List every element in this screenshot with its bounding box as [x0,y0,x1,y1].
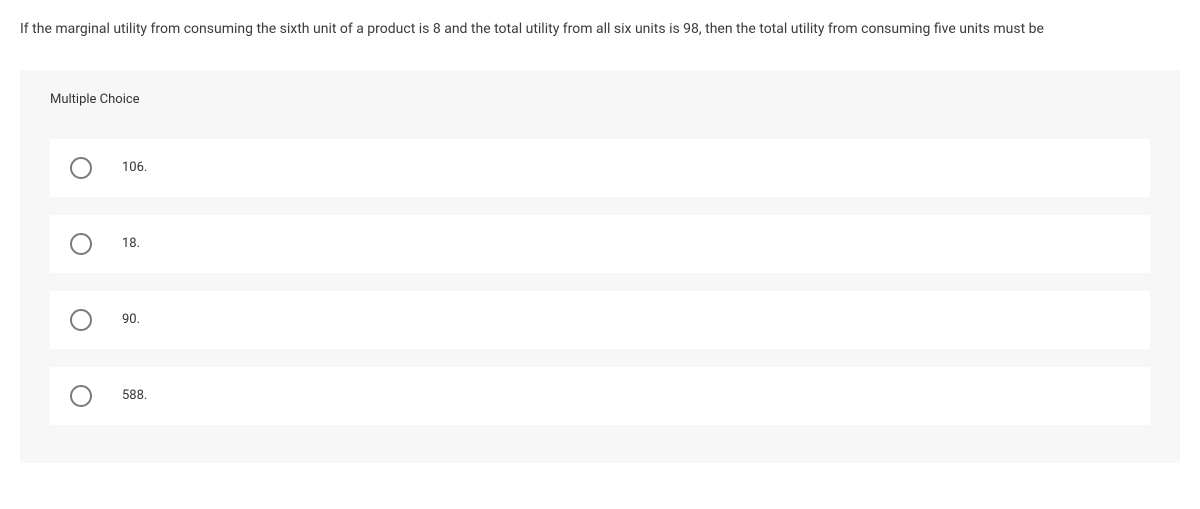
option-label: 106. [122,160,147,175]
radio-icon[interactable] [70,309,92,331]
option-row[interactable]: 588. [50,367,1150,425]
mc-header: Multiple Choice [20,70,1180,129]
radio-icon[interactable] [70,385,92,407]
option-label: 90. [122,312,140,327]
multiple-choice-panel: Multiple Choice 106. 18. 90. 588. [20,70,1180,463]
radio-icon[interactable] [70,157,92,179]
options-list: 106. 18. 90. 588. [20,129,1180,463]
option-row[interactable]: 106. [50,139,1150,197]
option-row[interactable]: 18. [50,215,1150,273]
option-label: 18. [122,236,140,251]
option-row[interactable]: 90. [50,291,1150,349]
question-text: If the marginal utility from consuming t… [0,0,1200,50]
radio-icon[interactable] [70,233,92,255]
option-label: 588. [122,388,147,403]
